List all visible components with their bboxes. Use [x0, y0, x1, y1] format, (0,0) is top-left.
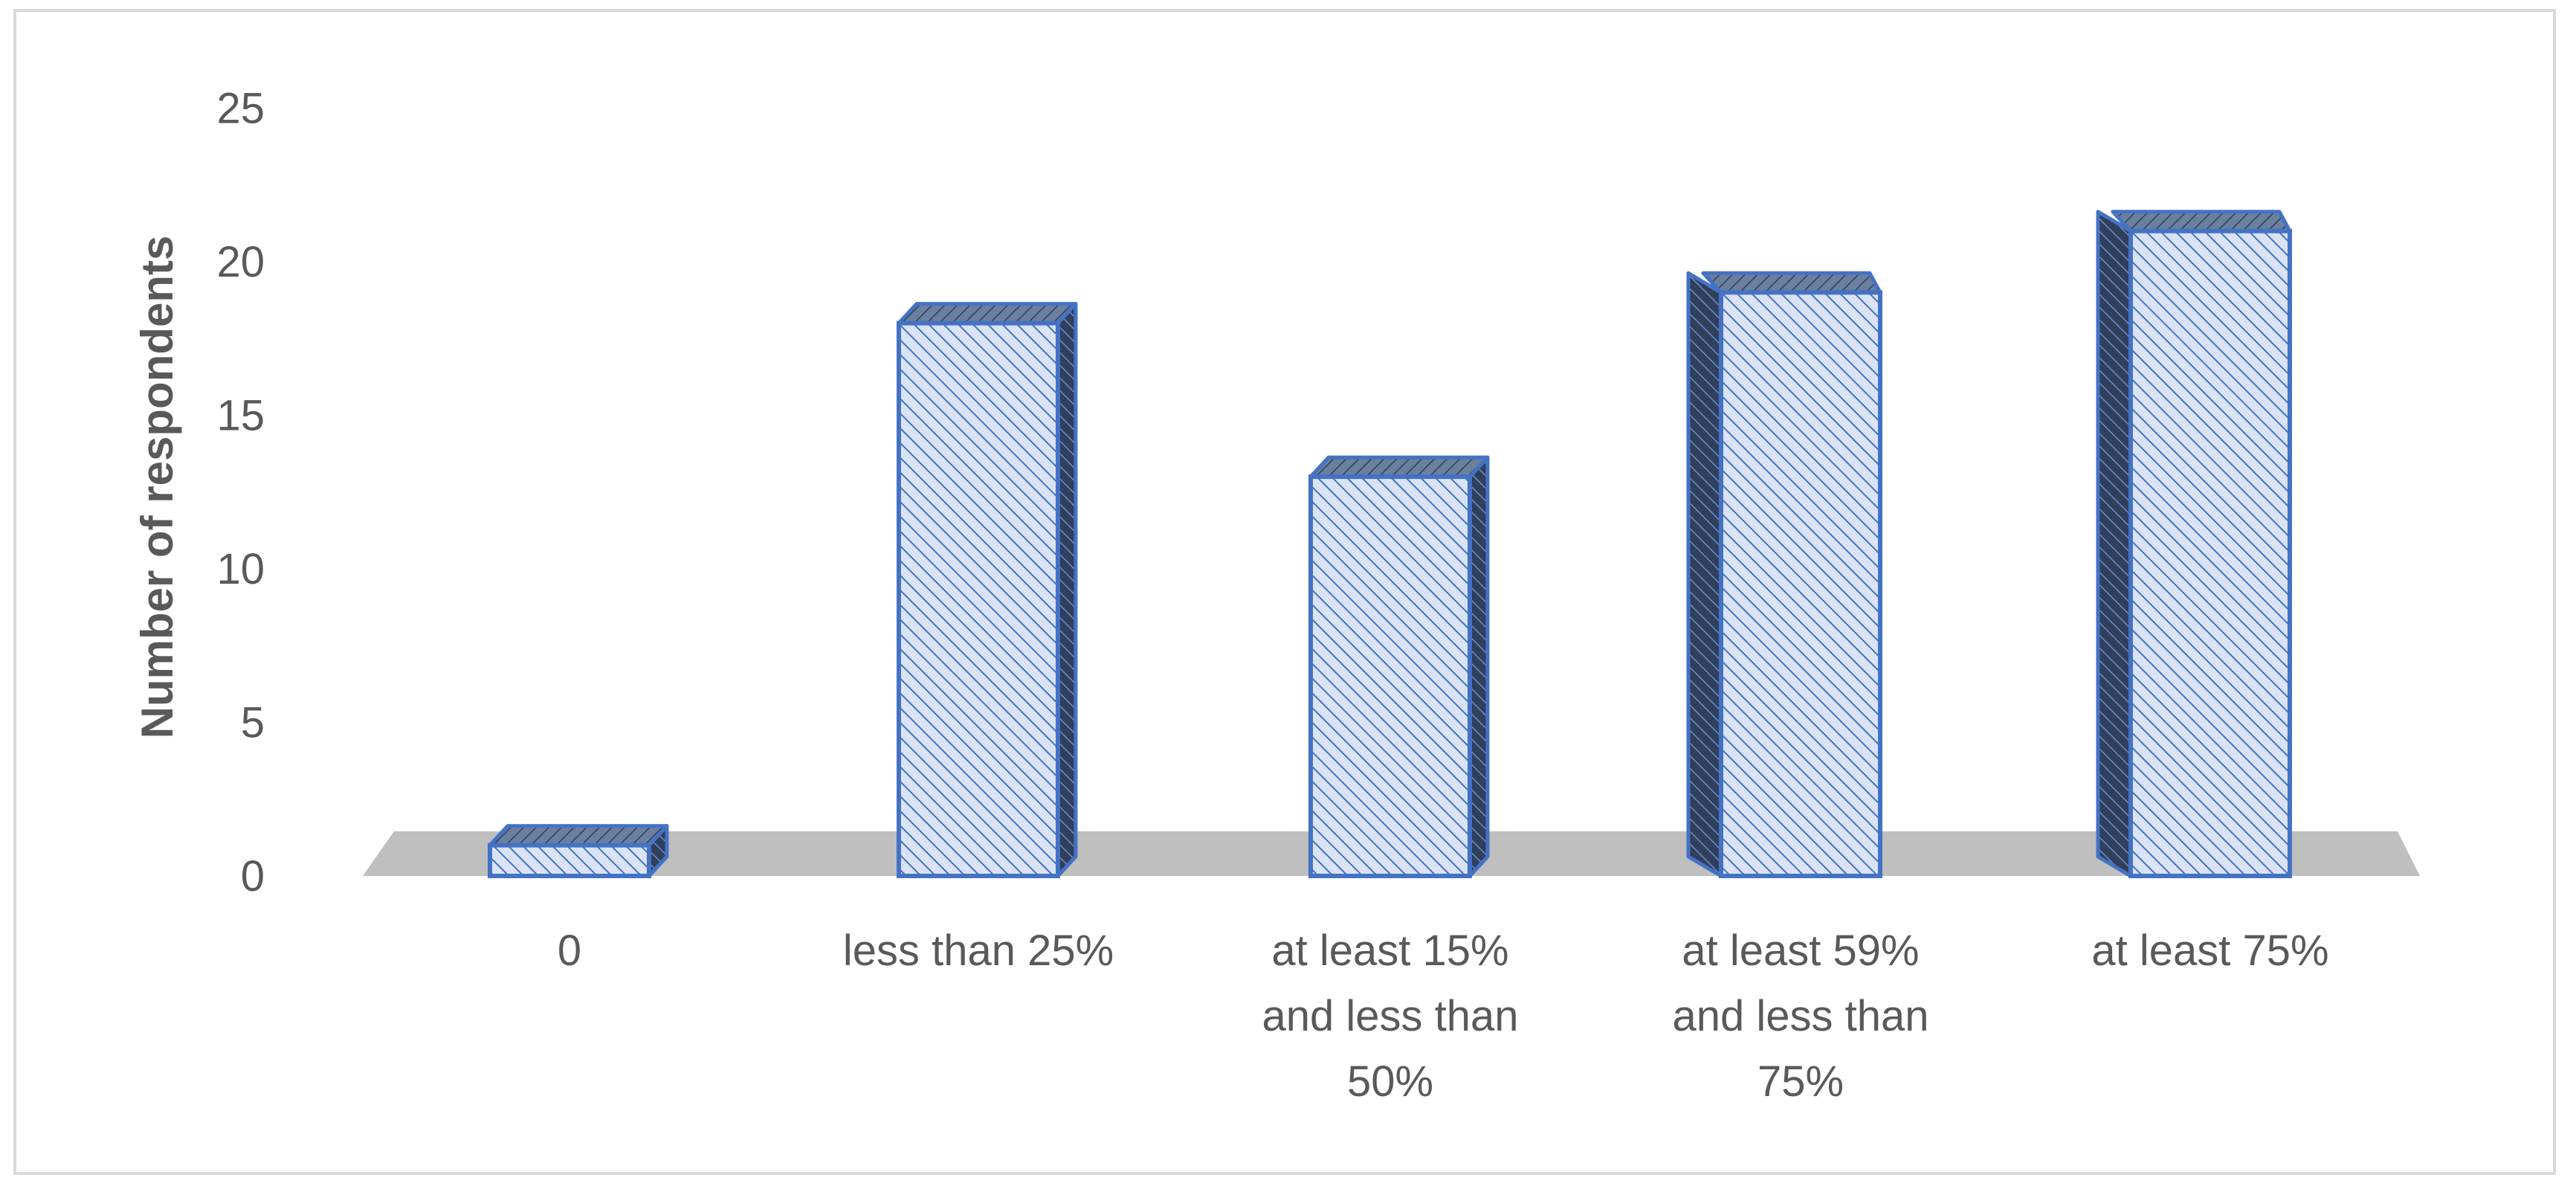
y-tick-label: 5 [241, 699, 265, 747]
y-axis-label: Number of respondents [132, 236, 182, 739]
y-tick-label: 25 [216, 85, 265, 133]
bar-front-face [488, 842, 651, 878]
bar-side-face [1056, 302, 1078, 878]
bar-top-face [1308, 455, 1490, 479]
y-tick-label: 10 [216, 545, 265, 593]
bar-side-face [1468, 455, 1490, 878]
y-tick-label: 20 [216, 238, 265, 286]
bar [1308, 455, 1490, 878]
x-tick-label: at least 75% [2091, 927, 2328, 975]
bar-front-face [2128, 228, 2292, 878]
bar [2096, 210, 2292, 878]
x-tick-label: at least 59% and less than 75% [1672, 927, 1928, 1106]
x-tick-label: 0 [558, 927, 581, 975]
bar [1686, 271, 1882, 878]
bar-side-face [1686, 271, 1723, 878]
bar [897, 302, 1078, 879]
bar-top-face [488, 824, 669, 848]
bar-front-face [897, 320, 1060, 879]
bar-top-face [2111, 210, 2292, 233]
x-tick-label: less than 25% [843, 927, 1114, 975]
bar-top-face [897, 302, 1078, 326]
bar-top-face [1701, 271, 1882, 294]
bar-side-face [2096, 210, 2133, 878]
y-axis-ticks: 0 5 10 15 20 25 [216, 85, 265, 901]
bar-front-face [1308, 474, 1472, 878]
x-axis-labels: 0 less than 25% at least 15% and less than 5… [558, 927, 2329, 1106]
y-tick-label: 0 [241, 852, 265, 900]
bar [488, 824, 669, 878]
y-tick-label: 15 [216, 392, 265, 440]
x-tick-label: at least 15% and less than 50% [1262, 927, 1518, 1106]
bar-front-face [1719, 290, 1882, 878]
bars [488, 210, 2292, 879]
